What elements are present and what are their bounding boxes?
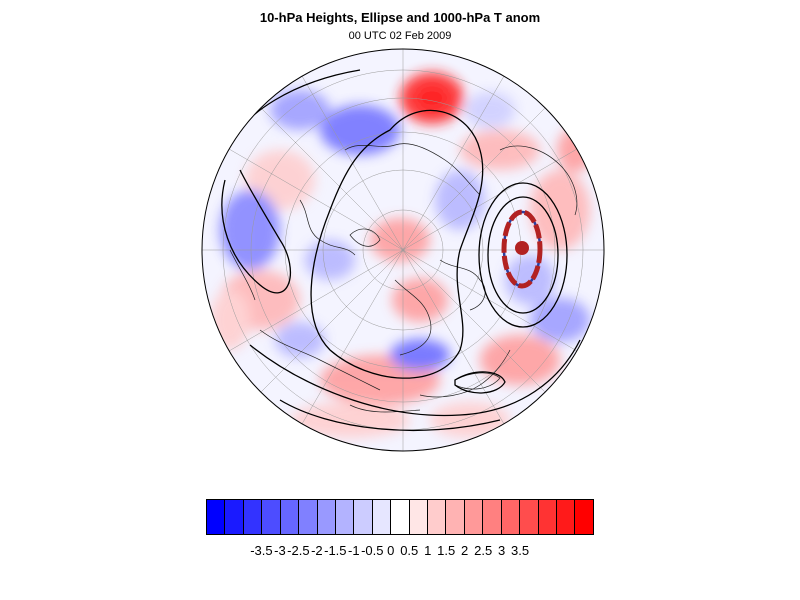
colorbar-tick-label: 0.5	[400, 543, 419, 558]
colorbar-swatch	[428, 500, 447, 534]
colorbar-swatch	[243, 500, 263, 534]
colorbar-swatch	[207, 500, 226, 534]
colorbar-swatch	[575, 500, 593, 534]
colorbar-swatch	[299, 500, 318, 534]
colorbar-tick-label: 3	[497, 543, 506, 558]
coastlines	[229, 143, 578, 413]
graticule	[202, 49, 604, 451]
colorbar-swatch	[280, 500, 300, 534]
colorbar-swatch	[520, 500, 539, 534]
map-subtitle: 00 UTC 02 Feb 2009	[348, 30, 452, 42]
colorbar-swatch	[446, 500, 465, 534]
colorbar-swatch	[225, 500, 244, 534]
colorbar-tick-label: 1	[424, 543, 432, 558]
colorbar-tick-label: -0.5	[361, 543, 384, 558]
colorbar-tick-label: 0	[387, 543, 395, 558]
globe-outline	[201, 48, 605, 452]
colorbar-swatch	[557, 500, 576, 534]
colorbar-swatch	[262, 500, 281, 534]
colorbar-tick-label: 3.5	[511, 543, 530, 558]
colorbar-tick-label: 2.5	[474, 543, 493, 558]
colorbar-tick-label: -1	[348, 543, 360, 558]
colorbar-tick-label: -2.5	[287, 543, 310, 558]
colorbar-tick-label: 1.5	[437, 543, 456, 558]
colorbar-swatch	[317, 500, 336, 534]
vortex-ellipse	[501, 209, 543, 289]
colorbar-swatch	[538, 500, 558, 534]
vortex-centre-marker	[515, 241, 529, 255]
colorbar-tick-label: -3	[274, 543, 286, 558]
colorbar-swatch	[483, 500, 502, 534]
map-title: 10-hPa Heights, Ellipse and 1000-hPa T a…	[259, 10, 541, 25]
colorbar-swatch	[354, 500, 373, 534]
colorbar-swatch	[409, 500, 429, 534]
colorbar	[206, 499, 594, 535]
colorbar-swatch	[464, 500, 484, 534]
colorbar-tick-label: 2	[461, 543, 469, 558]
colorbar-tick-label: -2	[311, 543, 323, 558]
colorbar-swatch	[501, 500, 521, 534]
colorbar-tick-label: -3.5	[250, 543, 273, 558]
colorbar-swatch	[335, 500, 355, 534]
colorbar-tick-label: -1.5	[324, 543, 347, 558]
colorbar-labels: -3.5 -3 -2.5 -2 -1.5 -1 -0.5 0 0.5 1 1.5 2 2.5 3 3.5	[206, 543, 594, 561]
colorbar-swatch	[391, 500, 410, 534]
colorbar-swatch	[372, 500, 392, 534]
